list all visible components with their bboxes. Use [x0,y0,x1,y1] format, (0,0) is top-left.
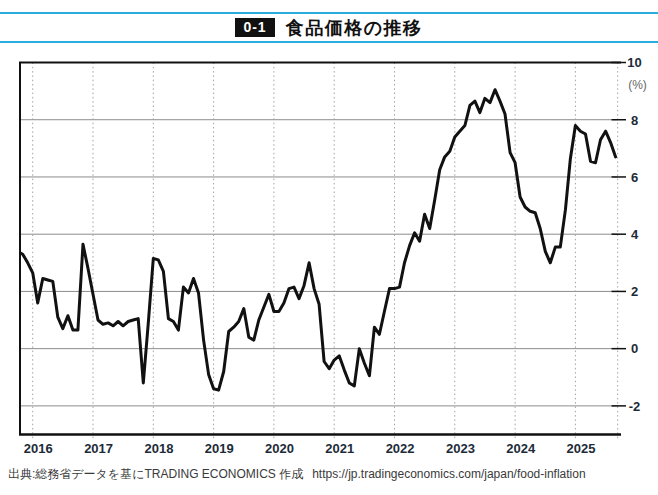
food-price-line-chart: 10 8 6 4 2 0 -2 (%) 2016 2017 2018 2019 2020 2021 2022… [0,0,658,460]
source-url: https://jp.tradingeconomics.com/japan/fo… [312,467,586,481]
x-tick-label: 2022 [386,441,415,456]
grid-lines [20,63,618,440]
source-caption: 出典:総務省データを基にTRADING ECONOMICS 作成 https://… [8,466,658,483]
x-tick-label: 2025 [567,441,596,456]
x-tick-label: 2023 [446,441,475,456]
x-tick-label: 2020 [265,441,294,456]
x-tick-label: 2016 [24,441,53,456]
source-text: 出典:総務省データを基にTRADING ECONOMICS 作成 [8,467,303,481]
x-tick-label: 2018 [144,441,173,456]
x-tick-label: 2021 [325,441,354,456]
y-tick-label: 4 [631,227,639,242]
y-tick-label: 6 [631,170,638,185]
data-line-group [18,90,616,390]
plot-border [19,63,626,435]
y-tick-label: 0 [631,341,638,356]
x-tick-label: 2019 [205,441,234,456]
y-tick-label: 2 [631,284,638,299]
food-price-line [18,90,616,390]
y-axis-unit-label: (%) [628,78,647,92]
y-tick-label: 8 [631,113,638,128]
x-tick-label: 2017 [84,441,113,456]
x-tick-label: 2024 [506,441,536,456]
y-tick-label: 10 [627,55,641,70]
y-tick-label: -2 [629,399,641,414]
